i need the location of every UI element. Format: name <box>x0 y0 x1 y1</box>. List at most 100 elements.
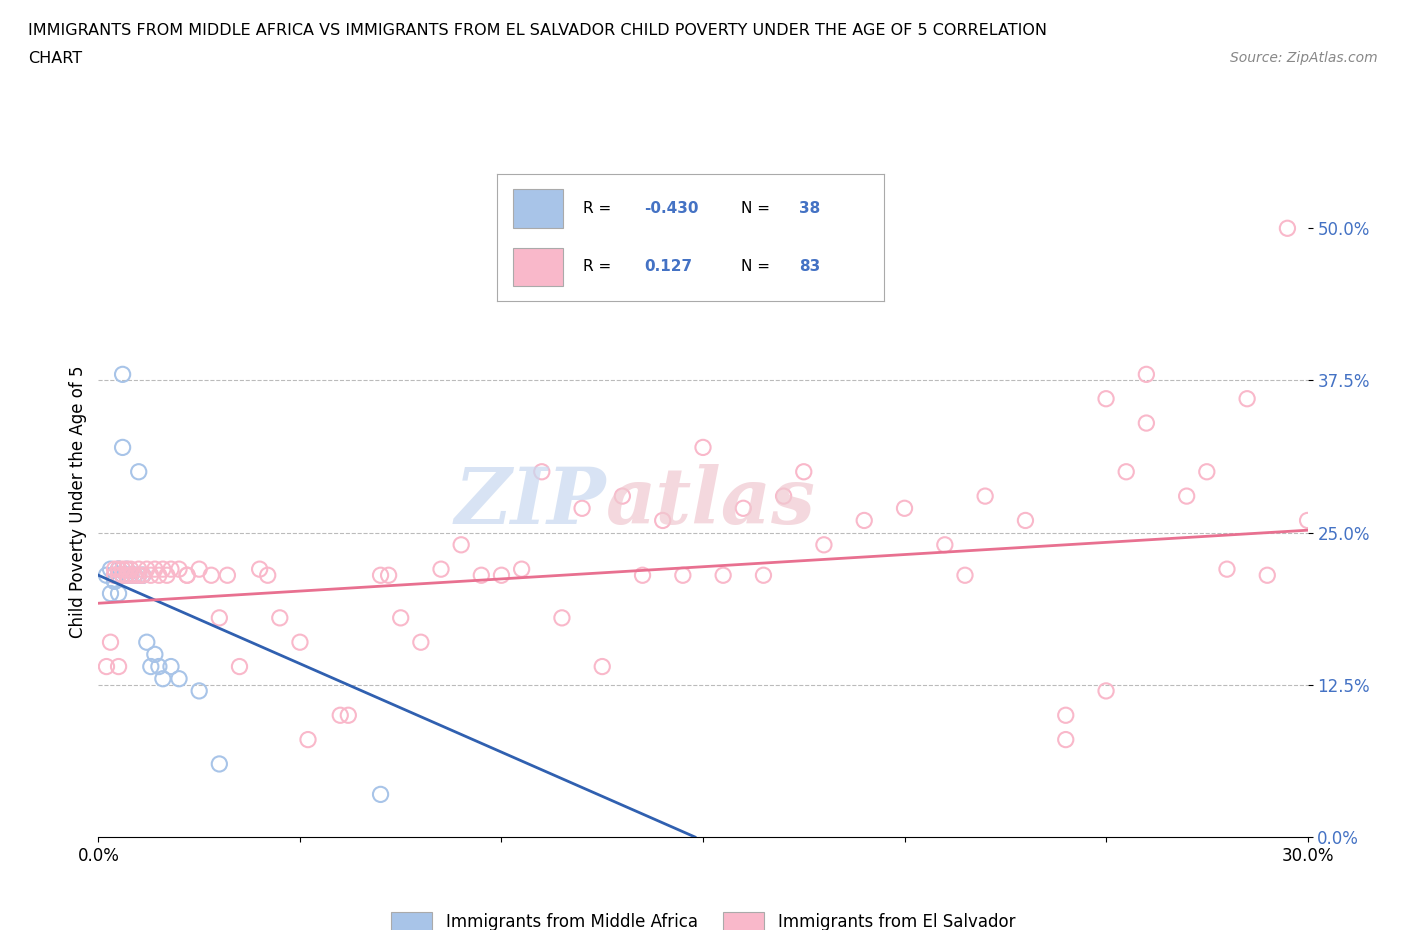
Point <box>208 756 231 771</box>
Point <box>167 562 190 577</box>
Point <box>813 538 835 552</box>
Point <box>167 671 190 686</box>
Point <box>377 568 399 583</box>
Point <box>111 568 134 583</box>
Point <box>103 574 125 589</box>
Point <box>111 367 134 382</box>
Point <box>1014 513 1036 528</box>
Point <box>148 568 170 583</box>
Point <box>96 659 118 674</box>
Point <box>510 562 533 577</box>
Point <box>100 562 122 577</box>
Point <box>1236 392 1258 406</box>
Point <box>1216 562 1239 577</box>
Point <box>135 635 157 650</box>
Point <box>733 501 755 516</box>
Point <box>107 586 129 601</box>
Point <box>612 488 634 503</box>
Point <box>793 464 815 479</box>
Point <box>672 568 695 583</box>
Point <box>111 440 134 455</box>
Point <box>111 568 134 583</box>
Point <box>370 568 392 583</box>
Point <box>297 732 319 747</box>
Point <box>128 568 150 583</box>
Point <box>128 464 150 479</box>
Point <box>337 708 360 723</box>
Y-axis label: Child Poverty Under the Age of 5: Child Poverty Under the Age of 5 <box>69 365 87 639</box>
Point <box>148 659 170 674</box>
Point <box>115 568 138 583</box>
Point <box>156 568 179 583</box>
Point <box>430 562 453 577</box>
Point <box>893 501 915 516</box>
Text: CHART: CHART <box>28 51 82 66</box>
Point <box>288 635 311 650</box>
Point <box>139 568 162 583</box>
Point <box>103 562 125 577</box>
Point <box>143 562 166 577</box>
Point <box>115 568 138 583</box>
Point <box>132 568 155 583</box>
Point <box>1095 392 1118 406</box>
Point <box>200 568 222 583</box>
Point <box>651 513 673 528</box>
Point <box>107 562 129 577</box>
Point <box>160 562 183 577</box>
Point <box>107 562 129 577</box>
Point <box>100 586 122 601</box>
Point <box>1115 464 1137 479</box>
Point <box>124 568 146 583</box>
Point <box>1195 464 1218 479</box>
Point <box>115 562 138 577</box>
Point <box>450 538 472 552</box>
Point <box>115 568 138 583</box>
Point <box>953 568 976 583</box>
Point <box>711 568 734 583</box>
Point <box>269 610 291 625</box>
Point <box>132 568 155 583</box>
Point <box>160 659 183 674</box>
Point <box>409 635 432 650</box>
Text: IMMIGRANTS FROM MIDDLE AFRICA VS IMMIGRANTS FROM EL SALVADOR CHILD POVERTY UNDER: IMMIGRANTS FROM MIDDLE AFRICA VS IMMIGRA… <box>28 23 1047 38</box>
Point <box>853 513 876 528</box>
Point <box>389 610 412 625</box>
Point <box>188 562 211 577</box>
Point <box>188 684 211 698</box>
Point <box>772 488 794 503</box>
Point <box>107 568 129 583</box>
Point <box>1135 367 1157 382</box>
Point <box>120 568 142 583</box>
Point <box>256 568 278 583</box>
Point <box>571 501 593 516</box>
Point <box>128 568 150 583</box>
Point <box>143 647 166 662</box>
Point <box>100 635 122 650</box>
Point <box>1135 416 1157 431</box>
Point <box>103 574 125 589</box>
Point <box>152 671 174 686</box>
Point <box>551 610 574 625</box>
Point <box>530 464 553 479</box>
Point <box>631 568 654 583</box>
Point <box>107 568 129 583</box>
Point <box>111 562 134 577</box>
Point <box>139 659 162 674</box>
Point <box>752 568 775 583</box>
Point <box>120 568 142 583</box>
Point <box>115 562 138 577</box>
Point <box>934 538 956 552</box>
Point <box>249 562 271 577</box>
Point <box>128 562 150 577</box>
Point <box>470 568 492 583</box>
Point <box>176 568 198 583</box>
Point <box>115 568 138 583</box>
Point <box>1054 732 1077 747</box>
Point <box>120 568 142 583</box>
Point <box>1296 513 1319 528</box>
Point <box>491 568 513 583</box>
Point <box>107 659 129 674</box>
Point <box>176 568 198 583</box>
Point <box>124 568 146 583</box>
Point <box>208 610 231 625</box>
